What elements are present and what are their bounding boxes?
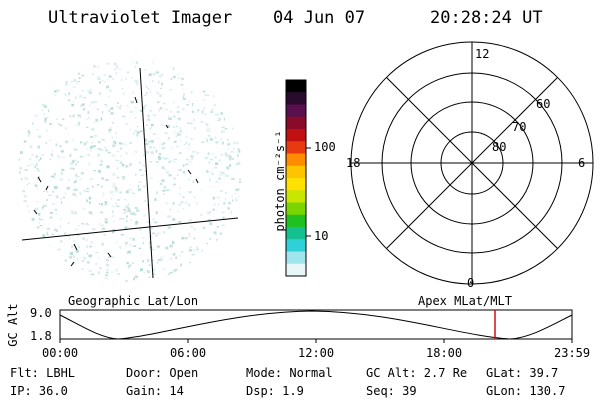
colorbar — [285, 79, 311, 277]
colorbar-stripe — [286, 153, 306, 167]
info-ip: IP: 36.0 — [10, 384, 68, 398]
info-glon: GLon: 130.7 — [486, 384, 566, 398]
polar-label-mlt-12: 12 — [475, 47, 490, 61]
colorbar-stripe — [286, 239, 306, 252]
timeline-xtick-label-1: 06:00 — [170, 346, 207, 360]
info-seq: Seq: 39 — [366, 384, 417, 398]
info-mode: Mode: Normal — [246, 366, 333, 380]
colorbar-stripe — [286, 129, 306, 142]
polar-label-lat-60: 60 — [536, 97, 551, 111]
polar-label-mlt-18: 18 — [346, 156, 361, 170]
polar-meridian-diag2 — [386, 77, 558, 249]
timeline-ylabel: GC Alt — [6, 303, 20, 347]
colorbar-stripe — [286, 116, 306, 130]
colorbar-stripe — [286, 92, 306, 105]
colorbar-stripe — [286, 190, 306, 203]
colorbar-stripe — [286, 165, 306, 179]
timeline-plot — [59, 309, 573, 343]
colorbar-stripe — [286, 178, 306, 191]
polar-label-lat-70: 70 — [512, 120, 527, 134]
colorbar-stripe — [286, 202, 306, 216]
polar-plot — [350, 41, 594, 285]
colorbar-label-10: 10 — [314, 229, 329, 243]
colorbar-frame — [285, 79, 307, 277]
uv-speckle-field — [18, 61, 242, 282]
polar-plot-caption: Apex MLat/MLT — [418, 294, 512, 308]
header-time: 20:28:24 UT — [430, 8, 543, 28]
colorbar-stripe — [286, 263, 306, 277]
coastline-fragments — [33, 96, 199, 267]
colorbar-stripe — [286, 80, 306, 93]
polar-label-mlt-0: 0 — [467, 276, 475, 290]
info-dsp: Dsp: 1.9 — [246, 384, 304, 398]
colorbar-stripe — [286, 251, 306, 265]
colorbar-stripe — [286, 227, 306, 240]
timeline-ytick-bottom: 1.8 — [30, 329, 52, 343]
timeline-ytick-top: 9.0 — [30, 306, 52, 320]
timeline-xtick-label-4: 23:59 — [554, 346, 591, 360]
colorbar-stripe — [286, 141, 306, 154]
altitude-curve — [59, 310, 573, 340]
info-glat: GLat: 39.7 — [486, 366, 559, 380]
polar-label-lat-80: 80 — [492, 140, 507, 154]
colorbar-label-100: 100 — [314, 140, 336, 154]
left-panel-caption: Geographic Lat/Lon — [68, 294, 199, 308]
info-gain: Gain: 14 — [126, 384, 184, 398]
meridian-line — [139, 67, 154, 279]
info-gcalt: GC Alt: 2.7 Re — [366, 366, 468, 380]
colorbar-unit-label: photon cm⁻²s⁻¹ — [273, 130, 287, 232]
colorbar-stripe — [286, 104, 306, 118]
parallel-line — [21, 217, 239, 241]
geographic-image — [18, 61, 242, 282]
colorbar-stripe — [286, 214, 306, 228]
polar-label-mlt-6: 6 — [578, 156, 586, 170]
header-title: Ultraviolet Imager — [48, 8, 233, 28]
timeline-xtick-label-3: 18:00 — [426, 346, 463, 360]
timeline-xtick-label-2: 12:00 — [298, 346, 335, 360]
header-date: 04 Jun 07 — [273, 8, 366, 28]
info-door: Door: Open — [126, 366, 199, 380]
timeline-xtick-label-0: 00:00 — [42, 346, 79, 360]
info-flt: Flt: LBHL — [10, 366, 76, 380]
